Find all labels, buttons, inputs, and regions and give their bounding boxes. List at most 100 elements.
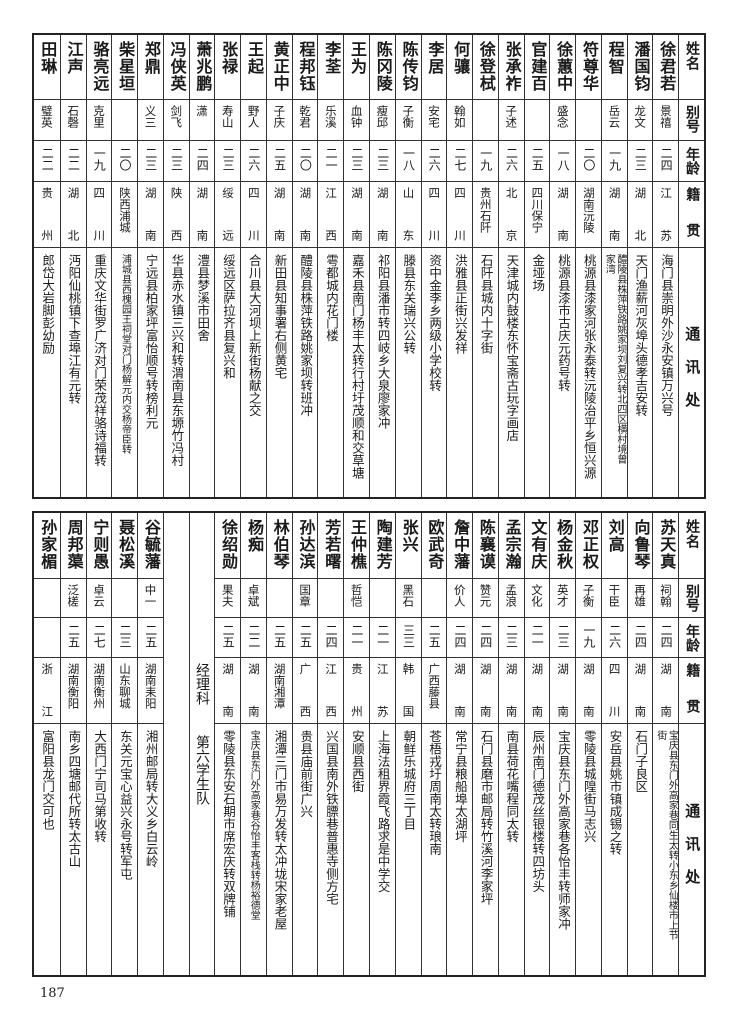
row-native-text: 广西 <box>298 663 313 717</box>
row-address: 天津城内鼓楼东怀宝斋古玩字画店 <box>497 248 524 497</box>
row-name-text: 田琳 <box>38 41 58 75</box>
row-alias: 子衡 <box>575 579 601 618</box>
row-age-text: 二一 <box>324 147 339 171</box>
row-age-text: 二七 <box>452 147 467 171</box>
row-age: 二一 <box>523 618 550 658</box>
row-name: 柴星垣 <box>111 35 138 100</box>
row-age-text: 二一 <box>349 624 364 648</box>
row-age-text: 二五 <box>530 147 545 171</box>
row-name: 江声 <box>59 35 86 100</box>
row-name: 张禄 <box>214 35 241 100</box>
row-native: 四川 <box>240 182 266 248</box>
row-age: 一九 <box>600 141 627 182</box>
row-alias-text: 盛念 <box>555 105 570 128</box>
row-name-text: 徐绍勋 <box>219 519 239 570</box>
row-alias-text: 璧英 <box>39 105 54 128</box>
row-name: 孙家楣 <box>34 513 60 579</box>
row-age-text: 二五 <box>66 624 81 648</box>
row-name: 芳若曙 <box>317 513 344 579</box>
row-alias-text: 卓云 <box>91 584 106 607</box>
row-address-text: 上海法租界霞飞路求是中学交 <box>375 730 391 893</box>
row-name-text: 骆亮远 <box>90 41 110 92</box>
row-address-text: 沔阳仙桃镇下查埠江有元转 <box>66 254 82 404</box>
roster-table-top: 姓名 别号 年龄 籍贯 通讯处 徐君若 景禧 二四 江苏 海门县崇明外沙永安镇万兴号 潘国钧 龙文 二三… <box>32 33 706 499</box>
row-name-text: 徐登栻 <box>476 41 496 92</box>
row-address-text: 安顺县西街 <box>349 730 365 793</box>
row-name: 黄正中 <box>265 35 292 100</box>
row-age-text: 二七 <box>92 624 107 648</box>
row-age: 二五 <box>265 141 292 182</box>
row-name-text: 芳若曙 <box>322 519 342 570</box>
row-native-text: 湖南衡阳 <box>66 663 81 709</box>
row-name-text: 聂松溪 <box>116 519 136 570</box>
row-age-text: 二四 <box>659 624 674 648</box>
row-native-text: 湖南 <box>272 187 287 241</box>
row-native-text: 陕西浦城 <box>118 187 133 233</box>
row-name-text: 王仲樵 <box>348 519 368 570</box>
row-address: 醴陵县株萍铁路姚家坝转班冲 <box>291 248 318 497</box>
row-age-text: 二二 <box>246 624 261 648</box>
row-alias: 英才 <box>549 579 576 618</box>
row-age-text: 一九 <box>478 147 493 171</box>
row-name-text: 陶建芳 <box>373 519 393 570</box>
row-address: 湘潭三门市易万发转太冲垅宋家老屋 <box>265 724 292 975</box>
row-native-text: 陕西 <box>169 187 184 241</box>
row-age: 一八 <box>549 141 576 182</box>
row-name-text: 潘国钧 <box>631 41 651 92</box>
row-alias-text: 价人 <box>452 584 467 607</box>
row-name: 徐绍勋 <box>214 513 241 579</box>
row-address: 资中金李乡两级小学校转 <box>420 248 447 497</box>
row-age: 二一 <box>317 141 344 182</box>
row-name-text: 徐蕙中 <box>554 41 574 92</box>
row-name: 苏天真 <box>652 513 679 579</box>
row-address-text: 湘潭三门市易万发转太冲垅宋家老屋 <box>272 730 288 930</box>
row-native: 绥远 <box>214 182 241 248</box>
row-native-text: 湖南 <box>246 663 261 717</box>
row-address: 石阡县城内十字街 <box>472 248 498 497</box>
row-alias-text: 干臣 <box>607 584 622 607</box>
row-alias: 野人 <box>240 100 266 141</box>
row-name-text: 孟宗瀚 <box>502 519 522 570</box>
row-alias-text: 石磬 <box>66 105 81 128</box>
header-name-text: 姓名 <box>683 519 700 549</box>
row-native-text: 湖南沅陵 <box>581 187 596 233</box>
row-age: 二二 <box>59 141 86 182</box>
row-native-text: 湖南 <box>530 663 545 717</box>
row-age: 二〇 <box>575 141 601 182</box>
row-native-text: 江西 <box>324 187 339 241</box>
row-address-text: 嘉禾县南门杨丰太转行村圩茂顺和交草塘 <box>349 254 365 479</box>
row-age: 二四 <box>317 618 344 658</box>
row-age: 二四 <box>188 141 215 182</box>
row-address-text: 澧县梦溪市田舍 <box>195 254 211 342</box>
header-age-text: 年龄 <box>683 147 700 175</box>
row-name-text: 宁则愚 <box>90 519 110 570</box>
row-native-text: 湖南 <box>607 187 622 241</box>
row-name: 邓正权 <box>575 513 601 579</box>
row-native: 湖北 <box>626 182 653 248</box>
row-native-text: 湖南 <box>659 663 674 717</box>
row-age-text: 二四 <box>452 624 467 648</box>
row-address-text: 醴陵县株萍铁路姚家坝刘复兴转北四区横村境曾家湾 <box>603 254 626 464</box>
row-address: 常宁县粮船埠太湖坪 <box>446 724 472 975</box>
row-address-text: 贵县庙前街广兴 <box>298 730 314 818</box>
row-age: 二四 <box>652 141 679 182</box>
row-address: 宝庆县东门外高家巷谷怡丰客栈转杨裕德堂 <box>240 724 266 975</box>
header-address-text: 通讯处 <box>683 326 702 425</box>
row-native-text: 贵州石阡 <box>478 187 493 233</box>
row-alias-text: 哲恺 <box>349 584 364 607</box>
row-address-text: 辰州南门德茂丝银楼转四坊头 <box>530 730 546 893</box>
row-native-text: 四川 <box>607 663 622 717</box>
row-name-text: 陈传钧 <box>399 41 419 92</box>
row-native-text: 湖南 <box>581 663 596 717</box>
row-native-text: 江西 <box>324 663 339 717</box>
row-native-text: 湖南湘潭 <box>272 663 287 709</box>
row-alias: 哲恺 <box>343 579 370 618</box>
row-native-text: 湖南 <box>349 187 364 241</box>
row-native: 四川 <box>446 182 473 248</box>
row-age-text: 二六 <box>427 147 442 171</box>
row-native: 湖南衡州 <box>85 658 112 724</box>
row-native: 浙江 <box>34 658 60 724</box>
row-age: 二五 <box>523 141 550 182</box>
row-alias: 黑石 <box>394 579 421 618</box>
row-native: 湖南 <box>626 658 653 724</box>
